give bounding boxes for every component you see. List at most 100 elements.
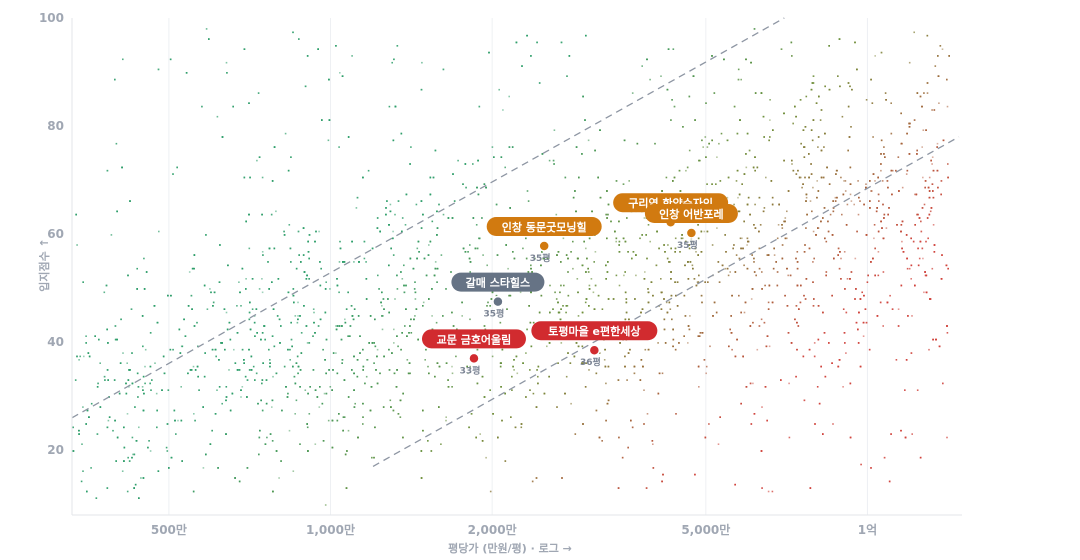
scatter-point <box>382 315 384 317</box>
scatter-point <box>557 362 559 364</box>
scatter-point <box>695 251 697 253</box>
scatter-point <box>883 213 886 216</box>
scatter-point <box>221 136 224 138</box>
scatter-point <box>906 132 908 135</box>
scatter-point <box>532 392 535 395</box>
scatter-point <box>754 92 757 94</box>
scatter-point <box>268 348 270 351</box>
scatter-point <box>940 180 943 182</box>
scatter-point <box>761 406 763 408</box>
scatter-point <box>921 247 924 250</box>
scatter-point <box>197 345 199 348</box>
scatter-point <box>445 416 447 418</box>
scatter-point <box>882 203 884 206</box>
scatter-point <box>201 105 203 108</box>
scatter-point <box>275 450 278 452</box>
scatter-point <box>283 230 285 233</box>
scatter-point <box>836 169 838 172</box>
scatter-point <box>928 176 931 179</box>
scatter-point <box>627 352 630 354</box>
scatter-point <box>288 224 291 226</box>
scatter-point <box>151 379 153 381</box>
scatter-point <box>530 291 532 294</box>
scatter-point <box>289 247 292 250</box>
scatter-point <box>553 129 556 131</box>
scatter-point <box>119 362 122 364</box>
scatter-point <box>238 281 240 283</box>
scatter-point <box>212 301 215 304</box>
scatter-point <box>882 271 885 273</box>
scatter-point <box>829 213 832 216</box>
scatter-point <box>742 247 744 250</box>
scatter-point <box>434 261 437 263</box>
scatter-point <box>657 392 660 395</box>
scatter-point <box>926 34 929 37</box>
scatter-point <box>576 278 579 280</box>
scatter-point <box>388 105 391 108</box>
scatter-point <box>513 369 515 371</box>
scatter-point <box>820 365 822 368</box>
scatter-point <box>556 406 558 408</box>
scatter-point <box>816 180 818 182</box>
scatter-point <box>504 392 506 395</box>
scatter-point <box>276 315 279 317</box>
scatter-point <box>276 315 279 317</box>
scatter-point <box>556 254 558 256</box>
grid-layer <box>168 18 868 515</box>
scatter-point <box>929 298 931 300</box>
scatter-point <box>240 396 242 398</box>
scatter-point <box>776 271 779 273</box>
scatter-point <box>867 274 869 277</box>
scatter-point <box>916 213 918 216</box>
scatter-point <box>880 51 883 54</box>
scatter-point <box>626 379 628 381</box>
scatter-point <box>332 352 335 354</box>
scatter-point <box>745 153 747 155</box>
scatter-point <box>486 305 488 307</box>
scatter-point <box>190 294 193 297</box>
scatter-point <box>594 284 597 287</box>
scatter-point <box>376 355 378 358</box>
scatter-point <box>688 95 691 98</box>
scatter-point <box>870 467 872 469</box>
scatter-point <box>356 359 359 361</box>
scatter-point <box>269 359 271 361</box>
scatter-point <box>442 213 445 216</box>
scatter-point <box>697 335 700 337</box>
scatter-point <box>567 271 569 273</box>
scatter-point <box>382 298 385 300</box>
scatter-point <box>758 325 761 327</box>
scatter-point <box>606 190 608 192</box>
scatter-point <box>440 254 443 256</box>
scatter-point <box>658 372 661 375</box>
scatter-point <box>706 183 708 185</box>
scatter-point <box>781 244 784 246</box>
scatter-point <box>404 325 406 327</box>
scatter-point <box>169 348 172 351</box>
scatter-point <box>877 274 880 277</box>
scatter-point <box>865 186 867 189</box>
scatter-point <box>462 247 465 250</box>
scatter-point <box>825 271 828 273</box>
scatter-point <box>293 301 295 304</box>
scatter-point <box>391 352 393 354</box>
scatter-point <box>308 278 310 280</box>
scatter-point <box>392 254 395 256</box>
scatter-point <box>783 220 785 223</box>
scatter-point <box>565 305 568 307</box>
scatter-point <box>293 375 296 378</box>
scatter-point <box>634 298 636 300</box>
scatter-point <box>255 372 258 375</box>
scatter-point <box>397 345 399 348</box>
scatter-point <box>679 190 682 192</box>
scatter-point <box>827 220 829 223</box>
scatter-point <box>631 257 633 260</box>
scatter-point <box>923 92 925 94</box>
scatter-point <box>878 200 880 202</box>
scatter-point <box>716 156 718 158</box>
scatter-point <box>901 186 904 189</box>
scatter-point <box>526 328 528 331</box>
scatter-point <box>257 92 260 94</box>
scatter-point <box>366 359 369 361</box>
scatter-point <box>704 136 707 138</box>
